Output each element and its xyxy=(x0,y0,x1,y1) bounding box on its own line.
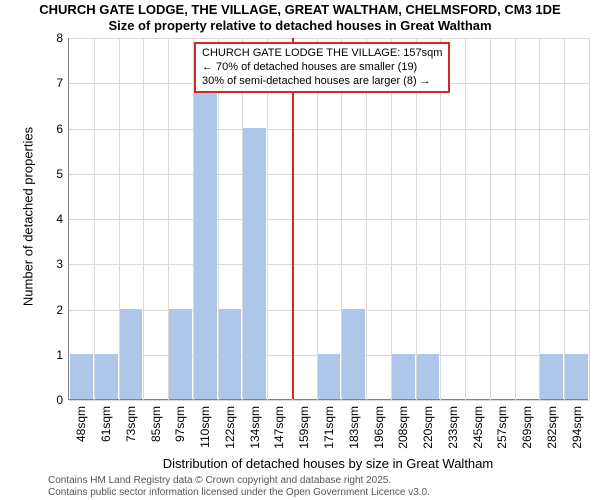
annotation-box: CHURCH GATE LODGE THE VILLAGE: 157sqm← 7… xyxy=(194,42,450,93)
x-tick-label: 196sqm xyxy=(372,406,386,449)
grid-line-v xyxy=(465,38,466,400)
y-tick-label: 3 xyxy=(47,257,63,271)
histogram-bar xyxy=(169,309,192,400)
grid-line-h xyxy=(69,174,589,175)
grid-line-v xyxy=(564,38,565,400)
x-tick-label: 220sqm xyxy=(421,406,435,449)
x-tick-label: 294sqm xyxy=(570,406,584,449)
footer-attribution: Contains HM Land Registry data © Crown c… xyxy=(48,475,430,499)
histogram-bar xyxy=(120,309,143,400)
grid-line-v xyxy=(515,38,516,400)
x-tick-label: 97sqm xyxy=(173,406,187,442)
grid-line-v xyxy=(539,38,540,400)
x-tick-label: 208sqm xyxy=(396,406,410,449)
grid-line-h xyxy=(69,400,589,401)
x-tick-label: 257sqm xyxy=(495,406,509,449)
x-tick-label: 269sqm xyxy=(520,406,534,449)
y-tick-label: 5 xyxy=(47,167,63,181)
y-tick-label: 1 xyxy=(47,348,63,362)
grid-line-v xyxy=(589,38,590,400)
title-line2: Size of property relative to detached ho… xyxy=(0,18,600,34)
footer-line2: Contains public sector information licen… xyxy=(48,487,430,499)
plot-area: 01234567848sqm61sqm73sqm85sqm97sqm110sqm… xyxy=(68,38,588,400)
y-tick-label: 7 xyxy=(47,76,63,90)
title-line1: CHURCH GATE LODGE, THE VILLAGE, GREAT WA… xyxy=(0,2,600,18)
x-tick-label: 122sqm xyxy=(223,406,237,449)
y-tick-label: 0 xyxy=(47,393,63,407)
x-tick-label: 233sqm xyxy=(446,406,460,449)
y-tick-label: 2 xyxy=(47,303,63,317)
x-tick-label: 85sqm xyxy=(149,406,163,442)
x-tick-label: 48sqm xyxy=(74,406,88,442)
x-tick-label: 159sqm xyxy=(297,406,311,449)
grid-line-h xyxy=(69,310,589,311)
x-tick-label: 171sqm xyxy=(322,406,336,449)
histogram-bar xyxy=(194,82,217,399)
histogram-bar xyxy=(392,354,415,399)
histogram-bar xyxy=(243,128,266,400)
footer-line1: Contains HM Land Registry data © Crown c… xyxy=(48,475,430,487)
y-tick-label: 8 xyxy=(47,31,63,45)
histogram-bar xyxy=(540,354,563,399)
histogram-bar xyxy=(417,354,440,399)
x-tick-label: 73sqm xyxy=(124,406,138,442)
histogram-bar xyxy=(318,354,341,399)
histogram-bar xyxy=(219,309,242,400)
grid-line-h xyxy=(69,38,589,39)
histogram-bar xyxy=(565,354,588,399)
x-tick-label: 245sqm xyxy=(471,406,485,449)
annotation-line: CHURCH GATE LODGE THE VILLAGE: 157sqm xyxy=(202,47,442,61)
x-tick-label: 110sqm xyxy=(198,406,212,448)
grid-line-h xyxy=(69,219,589,220)
grid-line-v xyxy=(490,38,491,400)
x-tick-label: 147sqm xyxy=(272,406,286,449)
grid-line-v xyxy=(143,38,144,400)
y-axis-label: Number of detached properties xyxy=(21,42,36,392)
histogram-bar xyxy=(342,309,365,400)
annotation-line: ← 70% of detached houses are smaller (19… xyxy=(202,61,442,75)
grid-line-h xyxy=(69,264,589,265)
histogram-bar xyxy=(95,354,118,399)
y-tick-label: 4 xyxy=(47,212,63,226)
x-tick-label: 134sqm xyxy=(248,406,262,449)
annotation-line: 30% of semi-detached houses are larger (… xyxy=(202,75,442,89)
chart-title: CHURCH GATE LODGE, THE VILLAGE, GREAT WA… xyxy=(0,0,600,33)
x-tick-label: 282sqm xyxy=(545,406,559,449)
grid-line-v xyxy=(94,38,95,400)
x-tick-label: 183sqm xyxy=(347,406,361,449)
x-axis-label: Distribution of detached houses by size … xyxy=(68,456,588,471)
histogram-bar xyxy=(70,354,93,399)
y-tick-label: 6 xyxy=(47,122,63,136)
chart-area: Number of detached properties 0123456784… xyxy=(48,38,588,428)
x-tick-label: 61sqm xyxy=(99,406,113,442)
grid-line-h xyxy=(69,129,589,130)
